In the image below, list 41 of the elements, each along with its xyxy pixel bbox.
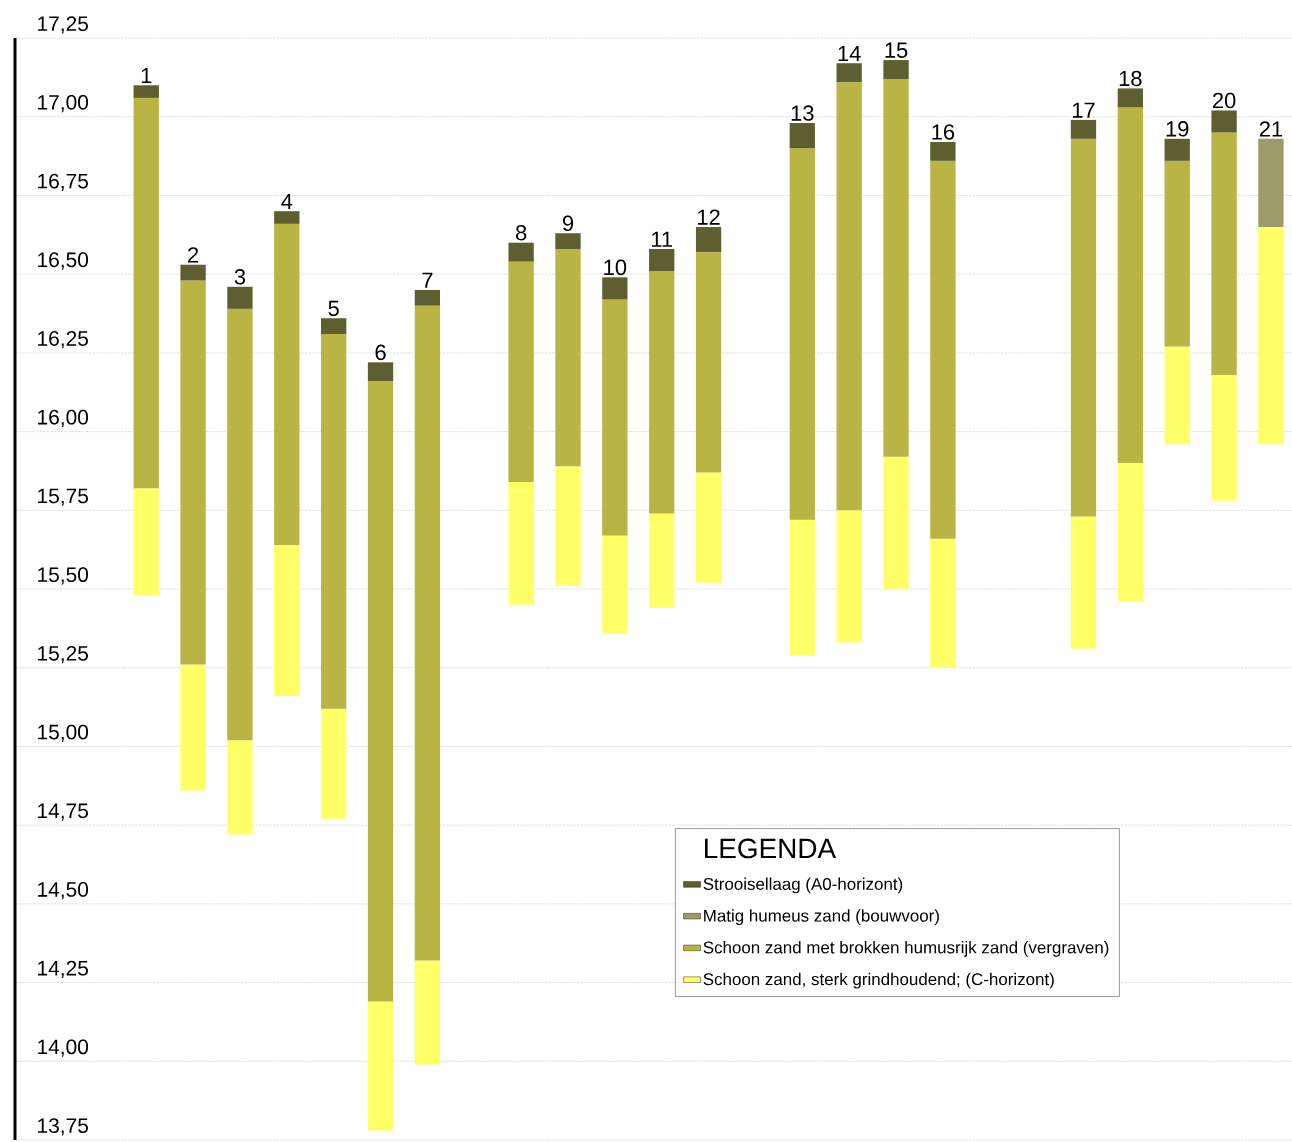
y-tick-label: 17,25 xyxy=(38,16,88,34)
x-tick-label: 14 xyxy=(838,45,861,62)
y-tick-label: 15,75 xyxy=(38,488,88,506)
x-tick-label: 13 xyxy=(791,105,814,121)
x-tick-label: 8 xyxy=(515,224,527,241)
x-tick-label: 9 xyxy=(562,215,574,232)
y-tick-label: 14,75 xyxy=(38,803,88,821)
y-tick-label: 16,50 xyxy=(38,252,89,270)
legend-title: LEGENDA xyxy=(705,838,837,859)
x-tick-label: 21 xyxy=(1259,121,1283,137)
y-tick-label: 16,75 xyxy=(38,173,88,191)
x-tick-label: 18 xyxy=(1119,70,1142,87)
y-tick-label: 16,25 xyxy=(38,331,88,349)
x-tick-label: 11 xyxy=(652,231,673,247)
x-tick-label: 20 xyxy=(1212,92,1236,109)
y-tick-label: 17,00 xyxy=(38,94,89,113)
legend-label: Matig humeus zand (bouwvoor) xyxy=(704,909,939,926)
x-tick-label: 10 xyxy=(604,259,627,276)
x-tick-label: 15 xyxy=(885,42,908,58)
legend-label: Schoon zand met brokken humusrijk zand (vergraven) xyxy=(703,941,1109,957)
x-tick-label: 6 xyxy=(375,344,386,361)
x-tick-label: 12 xyxy=(698,209,720,225)
y-tick-label: 14,25 xyxy=(38,960,88,979)
x-tick-label: 16 xyxy=(932,124,955,140)
y-tick-label: 13,75 xyxy=(38,1118,88,1136)
y-tick-label: 14,50 xyxy=(38,882,89,900)
x-tick-label: 1 xyxy=(141,68,152,84)
x-tick-label: 4 xyxy=(281,193,293,210)
legend-label: Strooisellaag (A0-horizont) xyxy=(703,877,903,894)
x-tick-label: 3 xyxy=(234,269,246,285)
y-tick-label: 15,25 xyxy=(38,645,88,664)
y-tick-label: 15,50 xyxy=(38,567,89,585)
legend-label: Schoon zand, sterk grindhoudend; (C-horizont) xyxy=(703,972,1054,989)
x-tick-label: 2 xyxy=(188,247,199,263)
x-tick-label: 17 xyxy=(1072,102,1095,118)
y-tick-label: 16,00 xyxy=(38,409,89,428)
y-tick-label: 15,00 xyxy=(38,724,89,742)
x-tick-label: 19 xyxy=(1166,121,1189,137)
x-tick-label: 7 xyxy=(422,272,433,288)
x-tick-label: 5 xyxy=(328,300,339,317)
y-tick-label: 14,00 xyxy=(38,1039,89,1057)
